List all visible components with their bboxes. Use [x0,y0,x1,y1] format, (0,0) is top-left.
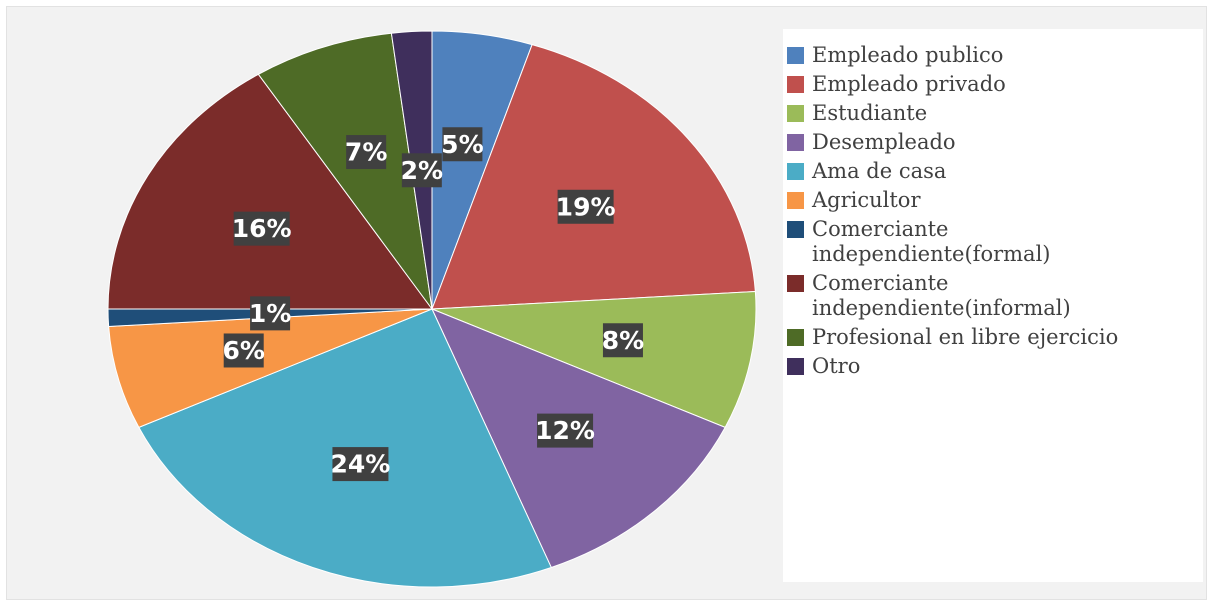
chart-frame: 5% 19% 8% 12% 24% 6% 1% 16% 7% 2% Empleado public… [6,6,1207,600]
pie-slice-7 [107,73,433,310]
pie-data-label-text: 7% [345,138,387,167]
legend-swatch [787,192,804,209]
pie-data-label-box [537,413,594,448]
legend-label: Desempleado [812,130,956,154]
legend-swatch [787,163,804,180]
pie-data-label-2: 8% [602,323,644,358]
legend-swatch [787,221,804,238]
pie-data-label-box [250,296,291,331]
pie-data-label-4: 24% [331,447,391,482]
pie-data-label-8: 7% [345,135,387,170]
legend-swatch [787,105,804,122]
pie-data-label-box [602,323,643,358]
pie-slice-5 [108,308,433,428]
legend: Empleado publico Empleado privado Estudian… [783,29,1203,582]
legend-label: Comerciante independiente(informal) [812,271,1071,320]
pie-data-label-text: 24% [331,450,391,479]
legend-label: Profesional en libre ejercicio [812,325,1119,349]
pie-data-label-text: 16% [232,214,292,243]
pie-data-label-1: 19% [556,189,616,224]
pie-slice-1 [431,44,756,310]
legend-label: Empleado privado [812,72,1006,96]
pie-data-label-7: 16% [232,211,292,246]
pie-data-label-6: 1% [249,296,291,331]
pie-data-label-text: 12% [535,416,595,445]
legend-swatch [787,329,804,346]
legend-item-5: Agricultor [787,188,1203,213]
pie-data-label-text: 2% [401,156,443,185]
pie-data-label-text: 8% [602,326,644,355]
legend-label: Agricultor [812,188,921,212]
pie-data-label-text: 6% [222,336,264,365]
pie-chart: 5% 19% 8% 12% 24% 6% 1% 16% 7% 2% [107,30,757,588]
legend-item-2: Estudiante [787,101,1203,126]
legend-swatch [787,76,804,93]
legend-item-3: Desempleado [787,130,1203,155]
legend-item-6: Comerciante independiente(formal) [787,217,1203,267]
legend-item-8: Profesional en libre ejercicio [787,325,1203,350]
pie-data-label-text: 1% [249,299,291,328]
pie-slice-2 [431,291,757,428]
pie-data-labels: 5% 19% 8% 12% 24% 6% 1% 16% 7% 2% [222,127,644,482]
legend-item-4: Ama de casa [787,159,1203,184]
pie-data-label-box [401,153,442,188]
pie-data-label-box [332,447,389,482]
pie-data-label-3: 12% [535,413,595,448]
legend-label: Otro [812,354,861,378]
pie-data-label-box [233,211,290,246]
legend-item-9: Otro [787,354,1203,379]
pie-data-label-9: 2% [401,153,443,188]
pie-data-label-0: 5% [441,127,484,162]
legend-label: Estudiante [812,101,928,125]
legend-item-1: Empleado privado [787,72,1203,97]
legend-swatch [787,134,804,151]
pie-data-label-5: 6% [222,333,265,368]
legend-label: Empleado publico [812,43,1004,67]
legend-swatch [787,275,804,292]
legend-swatch [787,358,804,375]
legend-label: Comerciante independiente(formal) [812,217,1051,266]
pie-data-label-box [223,333,264,368]
pie-data-label-box [557,189,614,224]
legend-label: Ama de casa [812,159,947,183]
pie-data-label-text: 5% [441,130,483,159]
legend-swatch [787,47,804,64]
pie-slices [107,30,757,588]
legend-item-7: Comerciante independiente(informal) [787,271,1203,321]
legend-item-0: Empleado publico [787,43,1203,68]
pie-data-label-box [346,135,387,170]
pie-slice-8 [257,32,433,310]
pie-data-label-box [442,127,483,162]
pie-data-label-text: 19% [556,192,616,221]
